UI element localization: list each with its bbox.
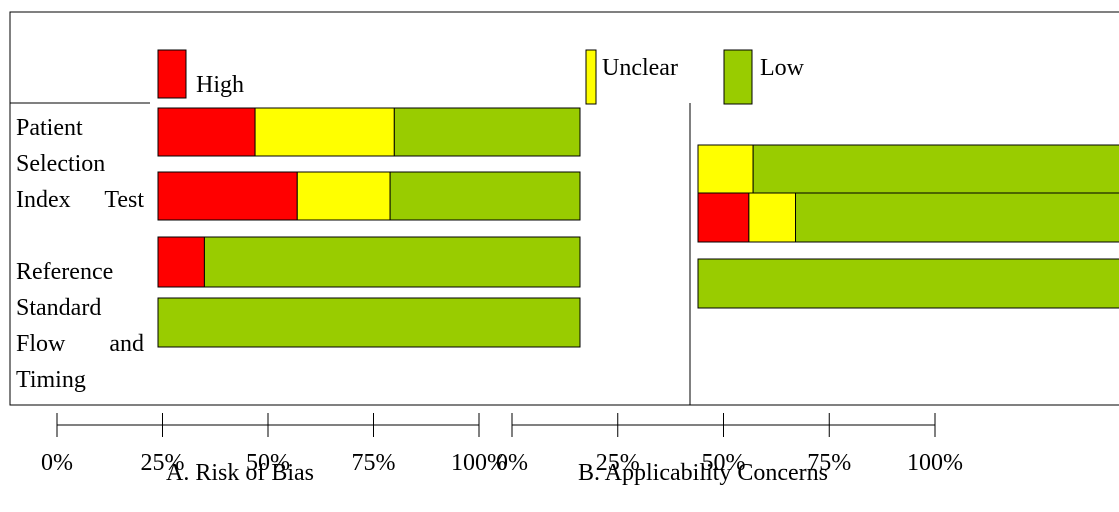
bar-segment (697, 258, 1119, 309)
x-tick-label: 25% (596, 450, 640, 476)
bar-segment (254, 107, 395, 157)
x-tick-label: 0% (496, 450, 528, 476)
bar-segment (795, 192, 1119, 243)
x-tick-label: 25% (141, 450, 185, 476)
bar-segment (697, 144, 754, 194)
legend-label: Unclear (602, 55, 678, 81)
bar-segment (748, 192, 797, 243)
bar-segment (157, 107, 256, 157)
x-tick-label: 75% (352, 450, 396, 476)
x-tick-label: 50% (246, 450, 290, 476)
row-label: Patient Selection (16, 115, 106, 177)
x-tick-label: 0% (41, 450, 73, 476)
legend-label: High (196, 72, 244, 98)
row-label: Index Test (16, 187, 144, 213)
x-tick-label: 100% (907, 450, 963, 476)
x-tick-label: 50% (702, 450, 746, 476)
chart-title: B. Applicability Concerns (578, 460, 828, 486)
frame (9, 11, 1119, 406)
bar-segment (697, 192, 750, 243)
legend-swatch (157, 49, 187, 99)
legend-swatch (585, 49, 597, 105)
bar-segment (393, 107, 581, 157)
bar-segment (157, 236, 205, 288)
legend-label: Low (760, 55, 805, 81)
row-label: Reference Standard (16, 259, 114, 321)
bar-segment (203, 236, 581, 288)
row-label: Flow and Timing (16, 331, 144, 393)
x-tick-label: 75% (807, 450, 851, 476)
x-tick-label: 100% (451, 450, 507, 476)
legend-swatch (723, 49, 753, 105)
bar-segment (157, 171, 298, 221)
bar-segment (157, 297, 581, 348)
bar-segment (752, 144, 1119, 194)
bar-segment (296, 171, 391, 221)
chart-title: A. Risk of Bias (166, 460, 314, 486)
bar-segment (389, 171, 581, 221)
